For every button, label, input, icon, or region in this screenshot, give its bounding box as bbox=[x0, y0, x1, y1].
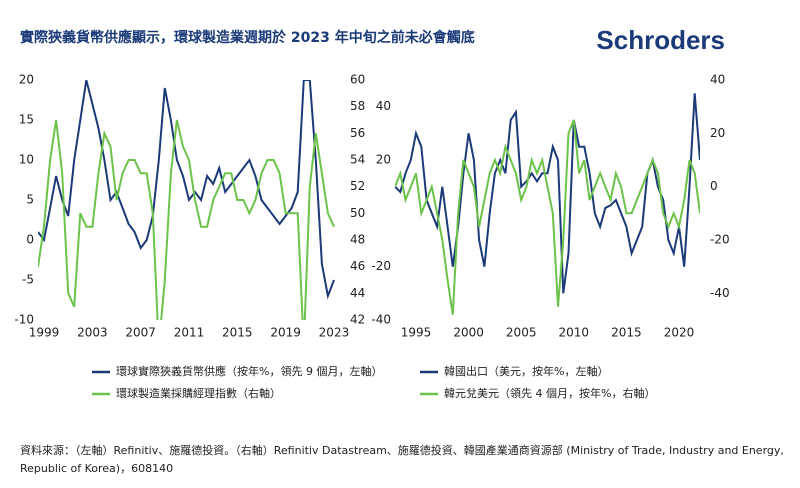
legend-label: 環球實際狹義貨幣供應（按年%，領先 9 個月，左軸） bbox=[116, 364, 382, 378]
x-tick-label: 2015 bbox=[611, 326, 642, 340]
series-line bbox=[395, 119, 700, 315]
series-line bbox=[38, 80, 335, 300]
series-line bbox=[38, 119, 335, 320]
y2-tick-label: 56 bbox=[350, 126, 365, 140]
y2-tick-label: 50 bbox=[350, 206, 365, 220]
y-tick-label: 10 bbox=[19, 153, 34, 167]
y-tick-label: 20 bbox=[376, 153, 391, 167]
y-tick-label: -20 bbox=[371, 259, 391, 273]
y2-tick-label: 40 bbox=[710, 73, 725, 87]
x-tick-label: 2007 bbox=[125, 326, 156, 340]
x-tick-label: 1995 bbox=[401, 326, 432, 340]
x-tick-label: 2011 bbox=[174, 326, 205, 340]
y2-tick-label: 54 bbox=[350, 153, 365, 167]
y-tick-label: 15 bbox=[19, 113, 34, 127]
source-box: 資料來源：（左軸）Refinitiv、施羅德投資。（右軸）Refinitiv D… bbox=[20, 444, 784, 475]
y-tick-label: 40 bbox=[376, 99, 391, 113]
x-tick-label: 2019 bbox=[270, 326, 301, 340]
x-tick-label: 2020 bbox=[664, 326, 695, 340]
y-tick-label: -10 bbox=[14, 313, 34, 327]
y2-tick-label: 46 bbox=[350, 259, 365, 273]
y2-tick-label: 0 bbox=[710, 179, 718, 193]
y2-tick-label: 42 bbox=[350, 313, 365, 327]
x-tick-label: 2000 bbox=[453, 326, 484, 340]
y-tick-label: 20 bbox=[19, 73, 34, 87]
y2-tick-label: 20 bbox=[710, 126, 725, 140]
x-tick-label: 2003 bbox=[77, 326, 108, 340]
x-tick-label: 2015 bbox=[222, 326, 253, 340]
legend-label: 韓元兌美元（領先 4 個月，按年%，右軸） bbox=[444, 386, 655, 400]
source-note: 資料來源：（左軸）Refinitiv、施羅德投資。（右軸）Refinitiv D… bbox=[20, 444, 784, 475]
legend-label: 環球製造業採購經理指數（右軸） bbox=[116, 386, 281, 400]
y-tick-label: -40 bbox=[371, 313, 391, 327]
y2-tick-label: 58 bbox=[350, 99, 365, 113]
y2-tick-label: -40 bbox=[710, 286, 730, 300]
y-tick-label: -5 bbox=[22, 273, 34, 287]
x-tick-label: 2005 bbox=[506, 326, 537, 340]
series-line bbox=[395, 93, 700, 294]
x-tick-label: 2023 bbox=[319, 326, 350, 340]
y2-tick-label: 52 bbox=[350, 179, 365, 193]
y-tick-label: 0 bbox=[26, 233, 34, 247]
x-tick-label: 2010 bbox=[559, 326, 590, 340]
chart-title: 實際狹義貨幣供應顯示，環球製造業週期於 2023 年中旬之前未必會觸底 bbox=[20, 29, 475, 46]
legend-label: 韓國出口（美元，按年%，左軸） bbox=[444, 364, 608, 378]
y2-tick-label: 60 bbox=[350, 73, 365, 87]
y2-tick-label: 48 bbox=[350, 233, 365, 247]
y2-tick-label: -20 bbox=[710, 233, 730, 247]
brand-logo: Schroders bbox=[596, 25, 725, 55]
y-tick-label: 5 bbox=[26, 193, 34, 207]
x-tick-label: 1999 bbox=[29, 326, 60, 340]
y2-tick-label: 44 bbox=[350, 286, 365, 300]
